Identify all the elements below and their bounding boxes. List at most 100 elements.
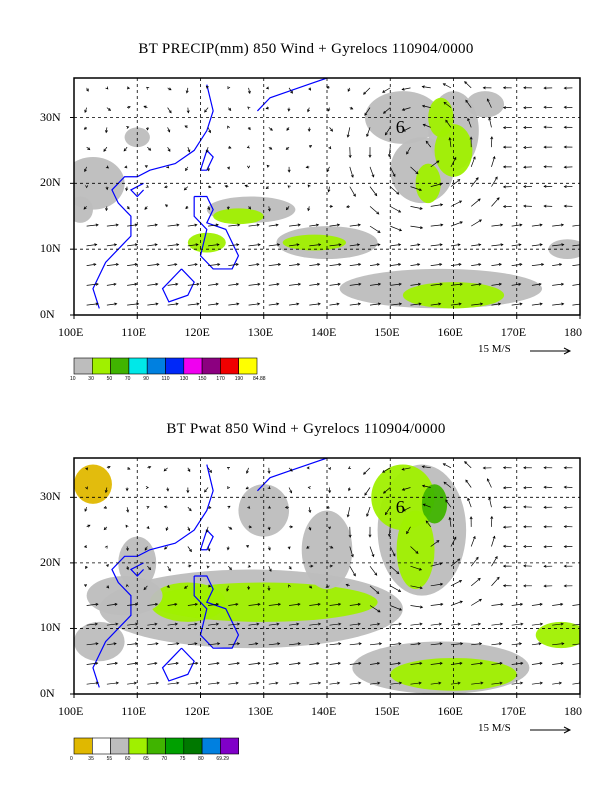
- wind-vector-head: [224, 184, 228, 188]
- wind-vector: [430, 682, 441, 685]
- wind-vector-head: [417, 263, 421, 267]
- wind-vector: [572, 244, 580, 247]
- wind-vector-head: [318, 622, 322, 626]
- wind-vector: [531, 623, 543, 626]
- wind-vector-head: [543, 86, 547, 90]
- wind-vector: [248, 623, 259, 626]
- wind-vector-head: [523, 165, 527, 169]
- wind-vector-head: [458, 263, 462, 267]
- wind-vector-head: [105, 207, 109, 212]
- wind-vector-head: [398, 589, 402, 592]
- wind-vector-head: [87, 524, 91, 528]
- coastline: [161, 268, 195, 303]
- wind-vector-head: [478, 263, 482, 267]
- wind-vector: [491, 197, 500, 207]
- wind-vector: [127, 303, 139, 306]
- wind-vector-head: [478, 642, 483, 646]
- wind-vector-head: [257, 602, 261, 606]
- wind-vector-head: [154, 223, 158, 227]
- colorbar-swatch: [128, 357, 148, 375]
- wind-vector: [187, 283, 200, 286]
- colorbar-swatch: [201, 737, 221, 755]
- wind-vector: [471, 219, 482, 227]
- wind-vector-head: [499, 681, 503, 685]
- wind-vector-head: [297, 223, 301, 227]
- wind-vector-head: [167, 129, 171, 133]
- wind-vector-head: [235, 681, 239, 685]
- wind-vector-head: [135, 622, 139, 626]
- wind-vector: [471, 643, 482, 646]
- wind-vector: [385, 127, 391, 136]
- wind-vector: [471, 623, 481, 626]
- wind-vector-head: [459, 282, 463, 286]
- wind-vector: [268, 303, 279, 306]
- wind-vector-head: [103, 148, 107, 152]
- colorbar-label: 35: [88, 756, 94, 762]
- wind-vector-head: [371, 553, 375, 558]
- wind-vector-head: [208, 505, 212, 509]
- wind-vector-head: [357, 602, 361, 606]
- wind-vector: [167, 603, 177, 606]
- wind-vector-head: [482, 86, 486, 90]
- wind-vector: [309, 303, 321, 306]
- colorbar-label: 110: [161, 376, 170, 382]
- wind-vector-head: [285, 146, 289, 150]
- wind-vector: [187, 263, 198, 266]
- wind-vector: [329, 623, 341, 626]
- colorbar-swatch: [92, 737, 111, 755]
- wind-vector: [147, 263, 160, 266]
- wind-vector-head: [237, 622, 241, 626]
- wind-vector-head: [560, 282, 565, 286]
- coastline: [161, 647, 195, 682]
- wind-vector: [228, 662, 240, 665]
- wind-vector: [488, 117, 492, 128]
- wind-vector: [127, 603, 138, 606]
- wind-vector: [106, 643, 117, 646]
- wind-vector-head: [497, 302, 502, 306]
- wind-vector: [147, 662, 157, 665]
- wind-vector: [369, 244, 380, 247]
- wind-vector: [329, 643, 341, 646]
- wind-vector: [167, 244, 179, 247]
- wind-vector-head: [563, 204, 567, 208]
- wind-vector-head: [502, 525, 506, 529]
- x-tick-label: 110E: [121, 704, 147, 718]
- field-blob: [74, 464, 112, 504]
- wind-vector-head: [168, 568, 171, 572]
- wind-vector-head: [217, 642, 221, 646]
- wind-vector: [329, 127, 333, 132]
- wind-vector-head: [297, 642, 301, 646]
- wind-vector-head: [363, 91, 367, 95]
- wind-vector-head: [338, 622, 342, 626]
- wind-vector: [127, 682, 137, 685]
- wind-vector-head: [235, 282, 240, 286]
- wind-vector-head: [267, 587, 271, 592]
- wind-vector-head: [465, 479, 469, 483]
- wind-vector: [329, 662, 341, 665]
- wind-vector-head: [384, 512, 388, 516]
- wind-vector-head: [104, 130, 108, 134]
- plot-panel-1: [70, 457, 581, 755]
- wind-vector: [403, 127, 411, 132]
- wind-vector-head: [328, 526, 332, 530]
- colorbar-label: 70: [124, 376, 131, 382]
- wind-vector-head: [338, 602, 342, 606]
- wind-vector: [187, 643, 197, 646]
- wind-vector-head: [85, 486, 88, 490]
- wind-vector: [106, 623, 118, 626]
- wind-vector-head: [326, 169, 330, 173]
- wind-vector: [207, 546, 210, 552]
- wind-vector-head: [421, 465, 425, 469]
- wind-vector-head: [154, 622, 158, 626]
- wind-vector-head: [502, 544, 506, 548]
- wind-vector: [187, 224, 197, 227]
- wind-vector-head: [438, 622, 443, 626]
- wind-vector-head: [457, 622, 461, 626]
- wind-vector: [531, 303, 543, 306]
- wind-vector: [430, 540, 440, 547]
- wind-vector-head: [155, 681, 160, 685]
- wind-vector-head: [297, 282, 302, 286]
- wind-vector: [106, 682, 119, 685]
- wind-vector-head: [439, 562, 443, 566]
- wind-vector-head: [376, 263, 380, 267]
